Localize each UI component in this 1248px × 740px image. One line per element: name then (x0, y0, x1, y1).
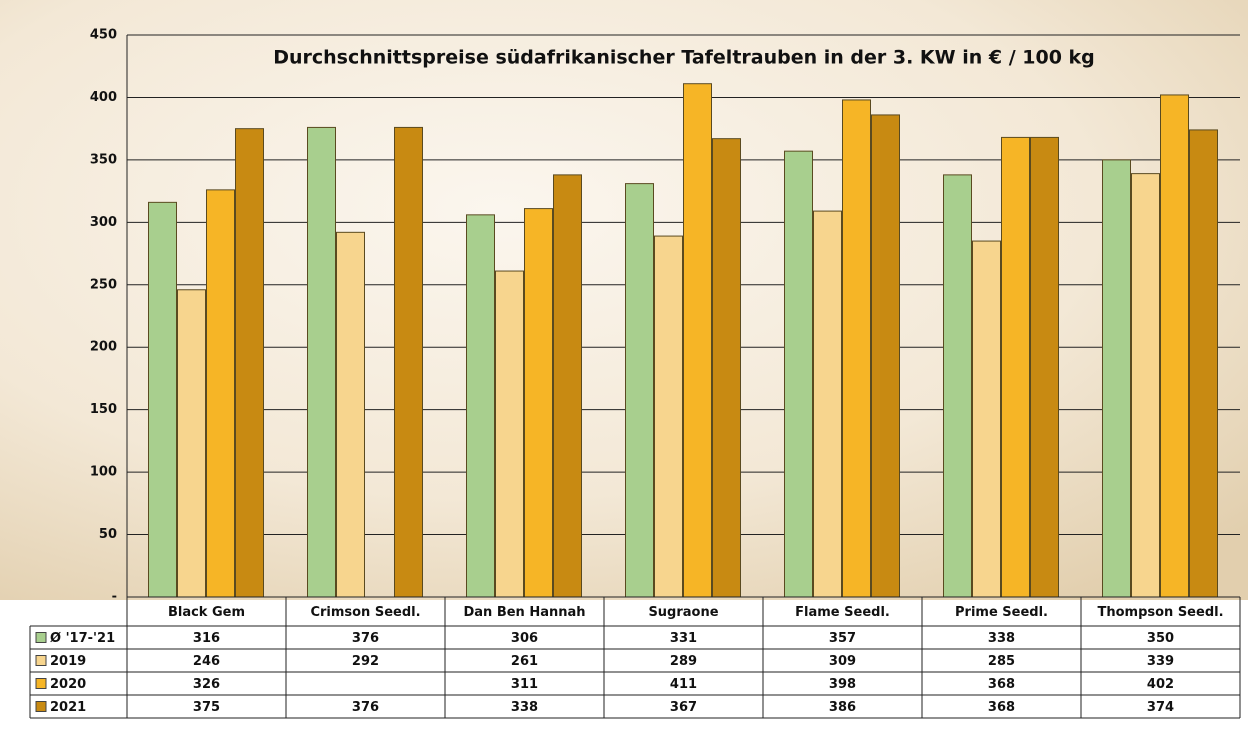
table-value: 350 (1147, 631, 1174, 646)
x-tick-label: Black Gem (168, 605, 245, 620)
table-value: 316 (193, 631, 220, 646)
table-value: 376 (352, 631, 379, 646)
table-value: 289 (670, 654, 697, 669)
bar (683, 83, 712, 598)
legend-label: 2021 (50, 700, 86, 715)
bar (307, 126, 336, 598)
table-value: 376 (352, 700, 379, 715)
bar (1160, 94, 1189, 598)
y-tick-label: 300 (90, 215, 117, 230)
bar (871, 114, 900, 598)
table-value: 331 (670, 631, 697, 646)
bar (336, 231, 365, 598)
table-value: 338 (511, 700, 538, 715)
bar (654, 235, 683, 598)
legend-label: Ø '17-'21 (50, 631, 115, 646)
x-tick-label: Prime Seedl. (955, 605, 1048, 620)
bar (943, 174, 972, 598)
y-tick-label: 350 (90, 152, 117, 167)
table-value: 386 (829, 700, 856, 715)
bar (1189, 129, 1218, 598)
bar (972, 240, 1001, 598)
y-tick-label: 150 (90, 402, 117, 417)
table-value: 311 (511, 677, 538, 692)
y-tick-label: 250 (90, 277, 117, 292)
table-value: 326 (193, 677, 220, 692)
table-value: 368 (988, 677, 1015, 692)
bar (1030, 136, 1059, 598)
table-value: 398 (829, 677, 856, 692)
table-value: 411 (670, 677, 697, 692)
table-value: 357 (829, 631, 856, 646)
chart-title: Durchschnittspreise südafrikanischer Taf… (273, 47, 1095, 69)
table-value: 292 (352, 654, 379, 669)
table-value: 285 (988, 654, 1015, 669)
y-tick-label: 50 (99, 527, 117, 542)
bar (625, 183, 654, 598)
x-tick-label: Flame Seedl. (795, 605, 890, 620)
legend-swatch (35, 678, 47, 689)
bar (524, 208, 553, 598)
legend-label: 2020 (50, 677, 86, 692)
y-tick-label: 400 (90, 90, 117, 105)
legend-swatch (35, 701, 47, 712)
bar (235, 128, 264, 598)
bar (842, 99, 871, 598)
bar (495, 270, 524, 598)
bar (1131, 173, 1160, 598)
table-value: 367 (670, 700, 697, 715)
bar (206, 189, 235, 598)
table-value: 374 (1147, 700, 1174, 715)
x-tick-label: Crimson Seedl. (310, 605, 420, 620)
table-value: 339 (1147, 654, 1174, 669)
x-tick-label: Dan Ben Hannah (463, 605, 585, 620)
bar (553, 174, 582, 598)
bar (1102, 159, 1131, 598)
legend-swatch (35, 632, 47, 643)
legend-label: 2019 (50, 654, 86, 669)
y-tick-label: 100 (90, 465, 117, 480)
y-tick-label: 200 (90, 340, 117, 355)
bar (1001, 136, 1030, 598)
table-value: 402 (1147, 677, 1174, 692)
y-tick-label: 450 (90, 28, 117, 43)
y-tick-label: - (112, 590, 117, 605)
bar (394, 126, 423, 598)
table-value: 338 (988, 631, 1015, 646)
bar (148, 201, 177, 598)
bar (177, 289, 206, 598)
table-value: 246 (193, 654, 220, 669)
bar (813, 210, 842, 598)
x-tick-label: Sugraone (648, 605, 718, 620)
x-tick-label: Thompson Seedl. (1097, 605, 1223, 620)
table-value: 261 (511, 654, 538, 669)
table-value: 375 (193, 700, 220, 715)
table-value: 309 (829, 654, 856, 669)
table-value: 368 (988, 700, 1015, 715)
bar (712, 138, 741, 598)
legend-swatch (35, 655, 47, 666)
bar (784, 150, 813, 598)
bar (466, 214, 495, 598)
table-value: 306 (511, 631, 538, 646)
